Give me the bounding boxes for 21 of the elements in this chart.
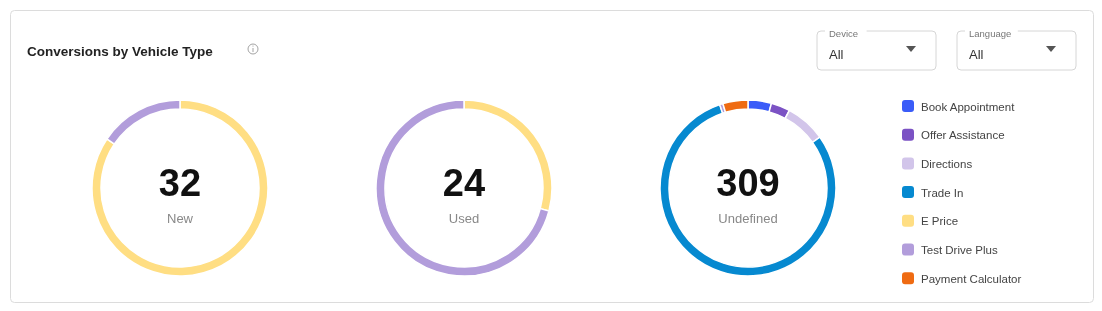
text: New: [166, 211, 194, 226]
donut-slice: [91, 99, 269, 277]
text: 309: [716, 162, 780, 204]
legend-label: Book Appointment: [921, 100, 1016, 113]
legend-label: Offer Assistance: [921, 129, 1005, 142]
legend-label: Directions: [921, 157, 973, 170]
text: All: [829, 47, 844, 62]
text: Conversions by Vehicle Type: [27, 44, 214, 59]
legend-label: Trade In: [921, 186, 964, 199]
donut-slice: [659, 103, 837, 277]
text: Language: [969, 28, 1012, 39]
legend-label: Payment Calculator: [921, 272, 1022, 285]
text: Device: [829, 28, 859, 39]
legend-label: Test Drive Plus: [921, 244, 998, 256]
text: All: [969, 47, 984, 62]
donut-slice: [375, 99, 550, 277]
text: Undefined: [718, 211, 778, 226]
text: 32: [158, 162, 202, 204]
legend-label: E Price: [921, 215, 959, 228]
text: Used: [448, 211, 480, 226]
text: 24: [442, 162, 486, 204]
